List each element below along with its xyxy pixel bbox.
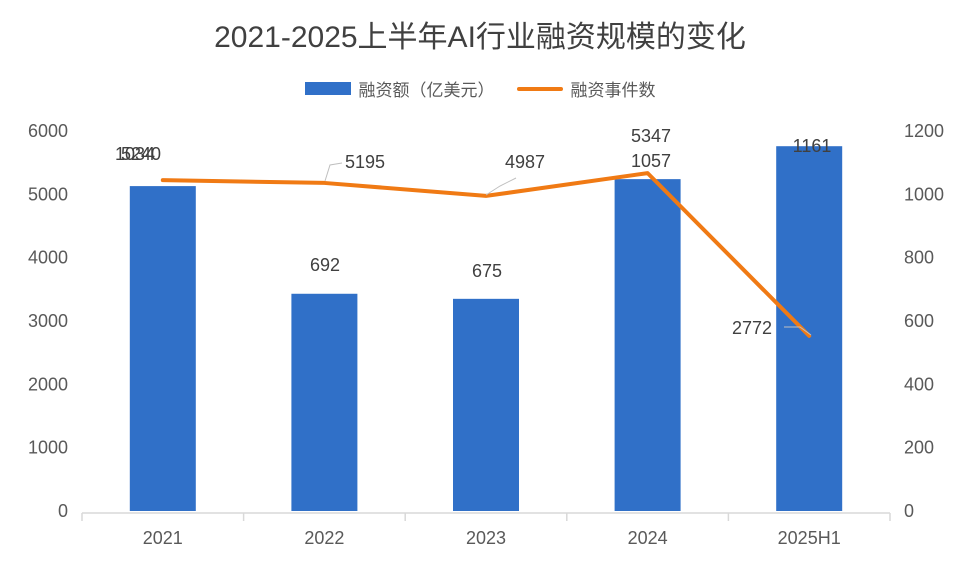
left-y-tick: 5000 (28, 184, 68, 204)
left-y-tick: 1000 (28, 438, 68, 458)
legend: 融资额（亿美元） 融资事件数 (0, 76, 960, 101)
right-y-tick: 800 (904, 248, 934, 268)
right-y-tick: 0 (904, 501, 914, 521)
legend-label-events: 融资事件数 (570, 81, 656, 100)
bar-data-label: 675 (472, 261, 502, 281)
right-y-tick: 200 (904, 438, 934, 458)
right-y-axis: 0 200 400 600 800 1000 1200 (904, 121, 944, 521)
bar-series (129, 146, 843, 511)
line-series (160, 171, 812, 338)
chart-title: 2021-2025上半年AI行业融资规模的变化 (214, 21, 746, 54)
right-y-tick: 1200 (904, 121, 944, 141)
left-y-tick: 3000 (28, 311, 68, 331)
line-data-label: 1034 (115, 144, 155, 164)
left-y-tick: 2000 (28, 374, 68, 394)
left-y-tick: 4000 (28, 248, 68, 268)
legend-item-amount: 融资额（亿美元） (304, 76, 495, 101)
bar (453, 298, 519, 511)
line-data-label: 2772 (732, 318, 772, 338)
x-tick: 2025H1 (778, 528, 841, 548)
right-y-tick: 1000 (904, 184, 944, 204)
legend-label-amount: 融资额（亿美元） (358, 81, 495, 100)
x-axis: 2021 2022 2023 2024 2025H1 (81, 512, 891, 548)
bar-data-label: 5347 (631, 126, 671, 146)
line-data-label: 1057 (631, 151, 671, 171)
right-y-tick: 600 (904, 311, 934, 331)
data-labels: 5240 692 675 5347 1161 1034 5195 4987 1057 2772 (115, 126, 831, 338)
x-tick: 2023 (466, 528, 506, 548)
line-data-label: 4987 (505, 152, 545, 172)
legend-line-swatch (516, 86, 563, 91)
x-tick: 2022 (304, 528, 344, 548)
bar (291, 293, 358, 511)
left-y-tick: 0 (58, 501, 68, 521)
left-y-axis: 0 1000 2000 3000 4000 5000 6000 (28, 121, 68, 521)
x-tick: 2021 (143, 528, 183, 548)
bar (129, 186, 196, 511)
line-data-label: 5195 (345, 152, 385, 172)
legend-bar-swatch (304, 82, 351, 95)
x-tick: 2024 (628, 528, 668, 548)
bar-data-label: 5240 (121, 144, 161, 164)
bar-data-label: 1161 (793, 136, 832, 156)
bar (614, 179, 681, 511)
right-y-tick: 400 (904, 374, 934, 394)
legend-item-events: 融资事件数 (516, 76, 656, 101)
events-line (160, 171, 812, 338)
bar (776, 146, 843, 511)
left-y-tick: 6000 (28, 121, 68, 141)
bar-data-label: 692 (310, 255, 340, 275)
